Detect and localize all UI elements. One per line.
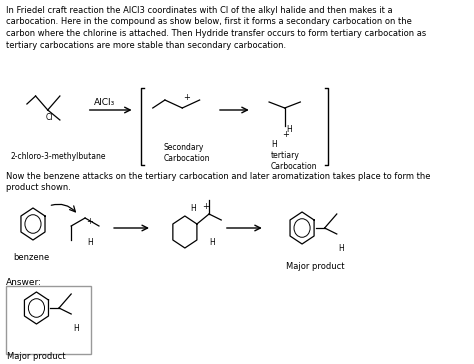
Text: H: H [286, 125, 292, 134]
Text: 2-chloro-3-methylbutane: 2-chloro-3-methylbutane [10, 152, 106, 161]
Text: H: H [210, 238, 215, 247]
Text: In Friedel craft reaction the AlCl3 coordinates with Cl of the alkyl halide and : In Friedel craft reaction the AlCl3 coor… [6, 6, 392, 15]
Text: Cl: Cl [46, 113, 54, 122]
Text: +: + [183, 93, 190, 102]
Text: Now the benzene attacks on the tertiary carbocation and later aromatization take: Now the benzene attacks on the tertiary … [6, 172, 430, 181]
Text: H
tertiary
Carbocation: H tertiary Carbocation [271, 140, 317, 171]
Text: carbocation. Here in the compound as show below, first it forms a secondary carb: carbocation. Here in the compound as sho… [6, 17, 412, 27]
Text: benzene: benzene [13, 253, 49, 262]
Text: product shown.: product shown. [6, 183, 71, 193]
Text: Major product: Major product [7, 352, 65, 361]
FancyBboxPatch shape [6, 286, 91, 354]
Text: H: H [190, 204, 196, 213]
Text: +: + [86, 217, 93, 226]
Text: +: + [202, 202, 209, 211]
Text: Secondary
Carbocation: Secondary Carbocation [163, 143, 210, 163]
Text: AlCl₃: AlCl₃ [93, 98, 115, 107]
Text: tertiary carbocations are more stable than secondary carbocation.: tertiary carbocations are more stable th… [6, 40, 286, 50]
Text: H: H [73, 324, 79, 333]
Text: Answer:: Answer: [6, 278, 42, 287]
Text: Major product: Major product [286, 262, 345, 271]
Text: H: H [88, 238, 93, 247]
Text: H: H [338, 244, 344, 253]
Text: carbon where the chlorine is attached. Then Hydride transfer occurs to form tert: carbon where the chlorine is attached. T… [6, 29, 426, 38]
Text: +: + [282, 130, 289, 139]
